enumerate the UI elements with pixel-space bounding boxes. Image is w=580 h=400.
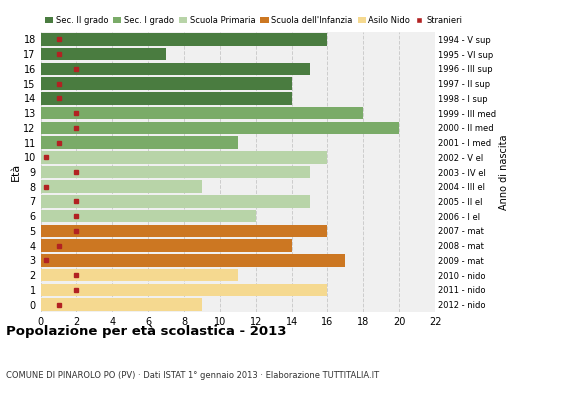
- Bar: [41, 240, 292, 252]
- Bar: [41, 122, 399, 134]
- Bar: [41, 136, 238, 149]
- Bar: [41, 180, 202, 193]
- Bar: [41, 107, 363, 119]
- Legend: Sec. II grado, Sec. I grado, Scuola Primaria, Scuola dell'Infanzia, Asilo Nido, : Sec. II grado, Sec. I grado, Scuola Prim…: [45, 16, 462, 25]
- Bar: [41, 92, 292, 104]
- Bar: [41, 77, 292, 90]
- Bar: [41, 298, 202, 311]
- Bar: [41, 269, 238, 282]
- Y-axis label: Anno di nascita: Anno di nascita: [499, 134, 509, 210]
- Bar: [41, 166, 310, 178]
- Text: Popolazione per età scolastica - 2013: Popolazione per età scolastica - 2013: [6, 325, 287, 338]
- Bar: [41, 195, 310, 208]
- Bar: [41, 151, 328, 164]
- Bar: [41, 254, 345, 267]
- Bar: [41, 225, 328, 237]
- Bar: [41, 33, 328, 46]
- Text: COMUNE DI PINAROLO PO (PV) · Dati ISTAT 1° gennaio 2013 · Elaborazione TUTTITALI: COMUNE DI PINAROLO PO (PV) · Dati ISTAT …: [6, 371, 379, 380]
- Y-axis label: Età: Età: [10, 163, 20, 181]
- Bar: [41, 210, 256, 222]
- Bar: [41, 62, 310, 75]
- Bar: [41, 284, 328, 296]
- Bar: [41, 48, 166, 60]
